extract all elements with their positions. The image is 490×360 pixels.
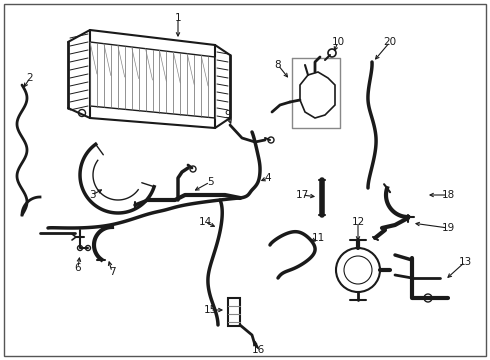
Text: 10: 10 — [331, 37, 344, 47]
Text: 9: 9 — [225, 110, 231, 120]
Text: 13: 13 — [458, 257, 471, 267]
Text: 2: 2 — [26, 73, 33, 83]
Text: 5: 5 — [207, 177, 213, 187]
Text: 17: 17 — [295, 190, 309, 200]
Text: 20: 20 — [384, 37, 396, 47]
Text: 4: 4 — [265, 173, 271, 183]
Text: 19: 19 — [441, 223, 455, 233]
Text: 6: 6 — [74, 263, 81, 273]
Text: 8: 8 — [275, 60, 281, 70]
Text: 14: 14 — [198, 217, 212, 227]
Text: 15: 15 — [203, 305, 217, 315]
Text: 12: 12 — [351, 217, 365, 227]
Text: 11: 11 — [311, 233, 324, 243]
Text: 18: 18 — [441, 190, 455, 200]
Text: 3: 3 — [89, 190, 96, 200]
Text: 16: 16 — [251, 345, 265, 355]
Text: 7: 7 — [109, 267, 115, 277]
Text: 1: 1 — [175, 13, 181, 23]
